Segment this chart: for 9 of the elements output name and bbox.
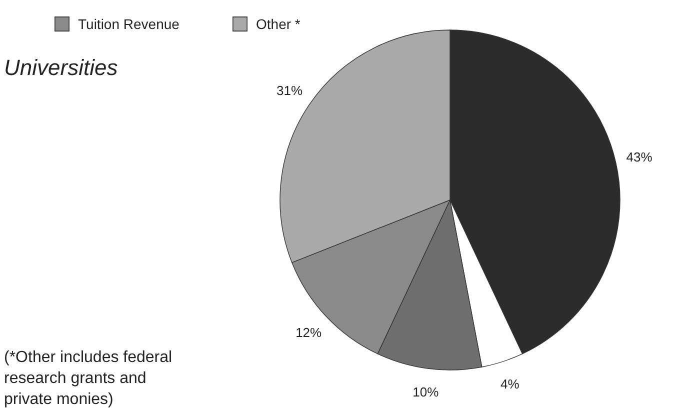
text: Universities [4, 55, 118, 80]
legend-label: Tuition Revenue [78, 16, 180, 32]
text: (*Other includes federal research grants and private monies) [4, 349, 172, 408]
legend-label: Other * [256, 16, 301, 32]
data-label: 43% [626, 150, 653, 165]
data-label: 31% [276, 82, 303, 98]
data-label: 4% [500, 376, 520, 392]
data-label: 12% [296, 324, 322, 340]
data-label: 10% [412, 384, 440, 400]
